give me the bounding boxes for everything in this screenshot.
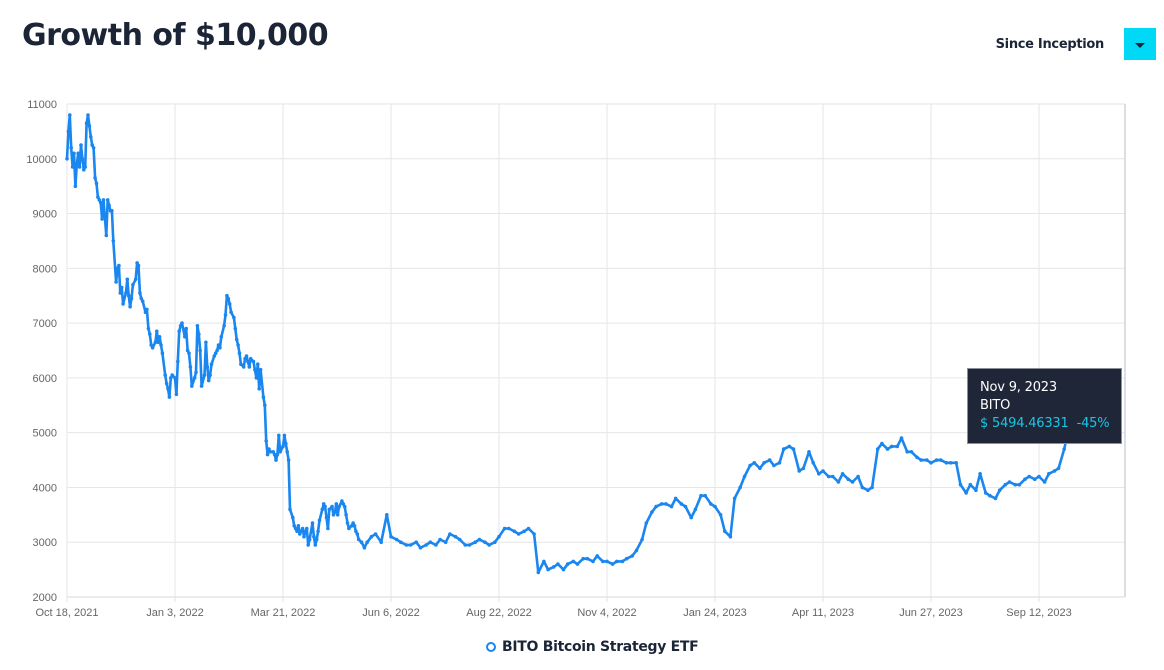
tooltip-series-name: BITO	[980, 398, 1011, 413]
range-selector[interactable]: Since Inception	[996, 28, 1156, 60]
tooltip-value-row: $ 5494.46331 -45%	[980, 415, 1110, 433]
tooltip-value: $ 5494.46331	[980, 416, 1069, 431]
caret-down-icon	[1135, 42, 1145, 48]
x-tick-label: Apr 11, 2023	[792, 607, 854, 619]
chart-legend-item[interactable]: BITO Bitcoin Strategy ETF	[486, 639, 699, 655]
page-title: Growth of $10,000	[22, 18, 329, 53]
range-selector-label[interactable]: Since Inception	[995, 36, 1105, 52]
y-tick-label: 7000	[33, 318, 57, 330]
tooltip-change: -45%	[1076, 416, 1110, 431]
tooltip-date: Nov 9, 2023	[980, 380, 1057, 395]
series-point-markers	[65, 113, 1093, 575]
chart-tooltip: Nov 9, 2023 BITO $ 5494.46331 -45%	[967, 368, 1122, 444]
x-tick-label: Jun 6, 2022	[362, 607, 420, 619]
x-tick-label: Jan 3, 2022	[146, 607, 204, 619]
y-tick-label: 10000	[26, 154, 57, 166]
series-line-bito[interactable]	[65, 113, 1093, 574]
chart-gridlines	[66, 103, 1126, 602]
y-tick-label: 2000	[33, 592, 57, 604]
y-tick-label: 6000	[33, 373, 57, 385]
y-tick-label: 9000	[33, 209, 57, 221]
x-tick-label: Mar 21, 2022	[251, 607, 316, 619]
x-tick-label: Aug 22, 2022	[466, 607, 531, 619]
x-tick-label: Jun 27, 2023	[899, 607, 963, 619]
y-tick-label: 3000	[33, 537, 57, 549]
x-tick-label: Sep 12, 2023	[1006, 607, 1071, 619]
x-tick-label: Oct 18, 2021	[36, 607, 99, 619]
legend-label: BITO Bitcoin Strategy ETF	[502, 639, 699, 655]
y-tick-label: 4000	[33, 482, 57, 494]
y-tick-label: 8000	[33, 263, 57, 275]
circle-marker-icon	[486, 642, 496, 652]
y-tick-label: 5000	[33, 428, 57, 440]
y-axis: 2000 3000 4000 5000 6000 7000 8000 9000 10000 110…	[26, 99, 57, 604]
x-tick-label: Jan 24, 2023	[683, 607, 747, 619]
y-tick-label: 11000	[27, 99, 57, 111]
range-dropdown-button[interactable]	[1124, 28, 1156, 60]
x-axis: Oct 18, 2021 Jan 3, 2022 Mar 21, 2022 Jun 6…	[36, 607, 1072, 619]
x-tick-label: Nov 4, 2022	[577, 607, 636, 619]
